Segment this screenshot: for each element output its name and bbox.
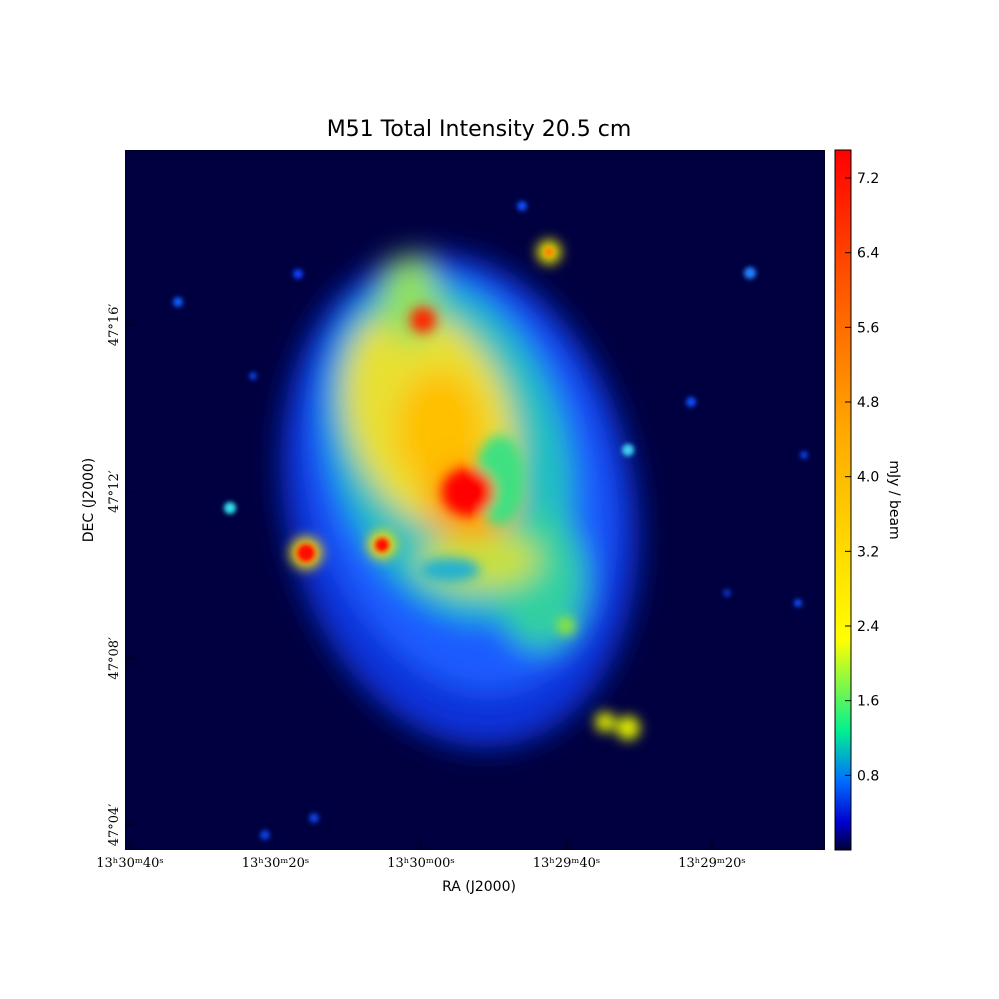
- image: [125, 150, 825, 850]
- colorbar-tick-label: 4.8: [857, 395, 879, 411]
- x-tick-label: 13ʰ29ᵐ40ˢ: [533, 856, 601, 871]
- y-tick-label: 47°04′: [107, 804, 122, 847]
- colorbar-tick-label: 7.2: [857, 171, 879, 187]
- x-tick-label: 13ʰ29ᵐ20ˢ: [678, 856, 746, 871]
- x-tick-label: 13ʰ30ᵐ00ˢ: [387, 856, 455, 871]
- chart-title: M51 Total Intensity 20.5 cm: [327, 117, 632, 142]
- colorbar: [834, 149, 852, 851]
- y-tick-label: 47°12′: [107, 470, 122, 513]
- colorbar-tick-label: 2.4: [857, 619, 879, 635]
- colorbar-tick-label: 5.6: [857, 320, 879, 336]
- colorbar-label: mJy / beam: [886, 460, 902, 539]
- colorbar-tick-label: 6.4: [857, 246, 879, 262]
- x-tick-label: 13ʰ30ᵐ20ˢ: [242, 856, 310, 871]
- y-tick-label: 47°16′: [107, 304, 122, 347]
- y-axis-label: DEC (J2000): [81, 458, 97, 543]
- x-tick-label: 13ʰ30ᵐ40ˢ: [96, 856, 164, 871]
- colorbar-tick-label: 0.8: [857, 768, 879, 784]
- colorbar-tick-label: 4.0: [857, 470, 879, 486]
- x-axis-label: RA (J2000): [442, 879, 516, 895]
- colorbar-tick-label: 3.2: [857, 544, 879, 560]
- colorbar-tick-label: 1.6: [857, 694, 879, 710]
- y-tick-label: 47°08′: [107, 637, 122, 680]
